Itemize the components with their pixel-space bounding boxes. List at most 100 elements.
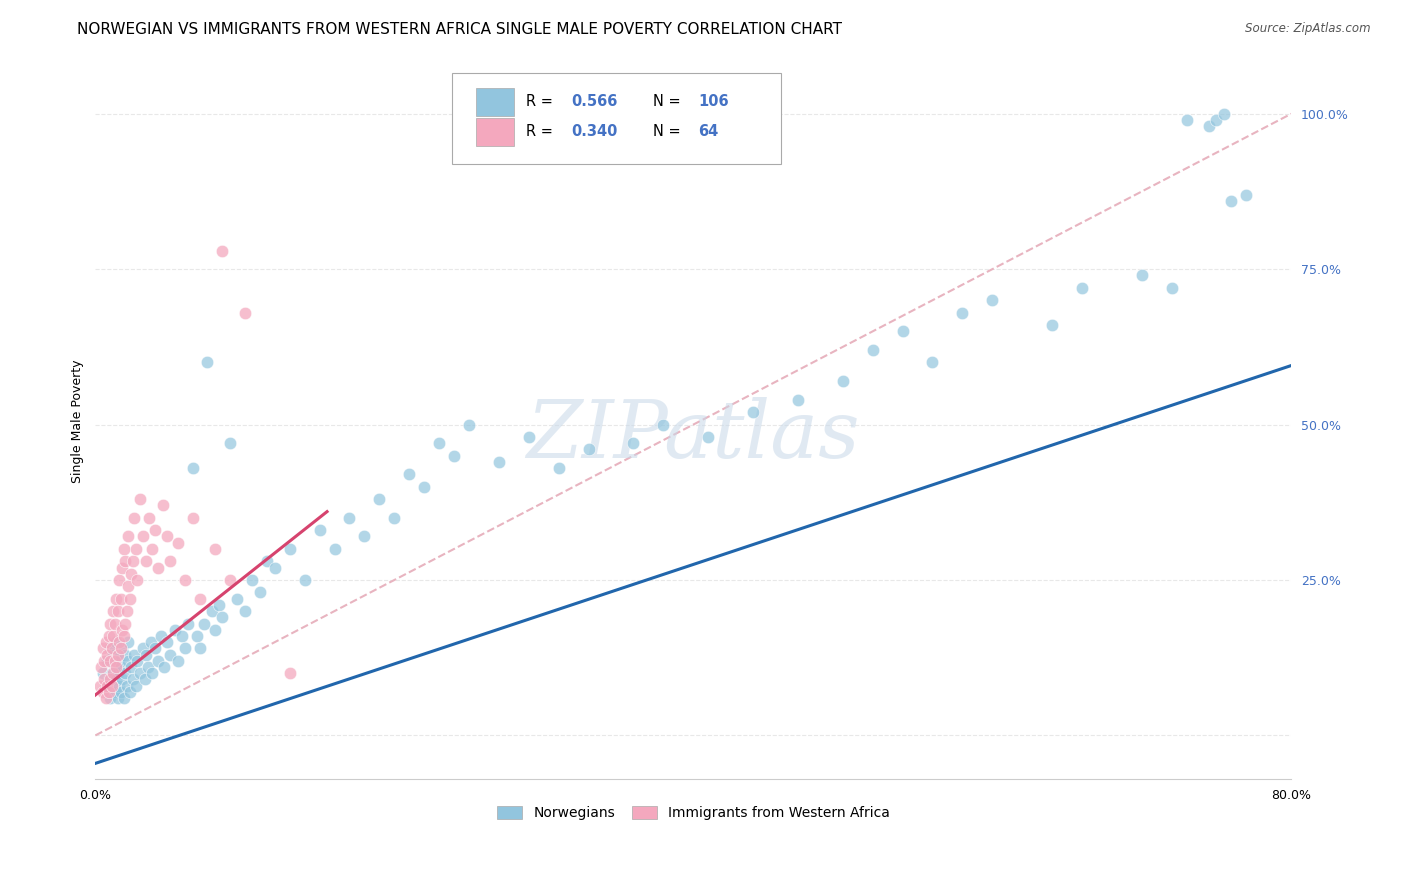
Point [353,529,375,543]
Point [211,244,233,258]
Point [121,673,143,687]
Point [96,654,118,668]
Point [112,541,135,556]
Point [166,535,188,549]
Point [197,355,219,369]
Text: N =: N = [652,125,685,139]
Point [103,679,125,693]
Y-axis label: Single Male Poverty: Single Male Poverty [72,359,84,483]
Point [89,679,111,693]
Point [98,616,121,631]
Point [115,604,138,618]
Point [114,648,136,662]
Point [323,541,346,556]
Text: ZIPatlas: ZIPatlas [526,397,860,475]
Point [132,529,155,543]
Point [129,492,152,507]
Point [127,573,149,587]
Point [122,648,145,662]
Point [862,343,884,357]
Point [1234,187,1257,202]
Point [156,635,179,649]
Point [107,691,129,706]
Point [1130,268,1153,283]
Point [141,541,163,556]
Point [174,573,197,587]
Point [91,666,114,681]
Point [249,585,271,599]
Point [108,635,131,649]
Point [488,455,510,469]
Point [117,579,139,593]
Point [96,648,118,662]
Point [93,654,115,668]
Point [114,616,136,631]
Point [308,523,330,537]
Point [166,654,188,668]
FancyBboxPatch shape [451,72,780,164]
Point [94,691,117,706]
Point [382,511,405,525]
Point [103,629,125,643]
Point [1160,281,1182,295]
Point [111,623,134,637]
Point [98,641,121,656]
Point [105,660,128,674]
Point [339,511,361,525]
Point [742,405,765,419]
Point [107,604,129,618]
Text: N =: N = [652,95,685,110]
Point [135,648,157,662]
Point [136,660,159,674]
Point [93,673,115,687]
Point [517,430,540,444]
Point [146,654,169,668]
Point [204,623,226,637]
Point [105,673,128,687]
Text: 64: 64 [697,125,718,139]
Point [443,449,465,463]
Point [125,541,148,556]
Point [115,679,138,693]
Point [135,554,157,568]
Point [117,635,139,649]
Point [263,560,285,574]
Text: 0.340: 0.340 [571,125,617,139]
Point [156,529,179,543]
Point [1040,318,1063,333]
Point [122,511,145,525]
Point [170,629,193,643]
Point [114,554,136,568]
Point [139,635,162,649]
Point [97,685,120,699]
Point [159,648,181,662]
Point [114,666,136,681]
Point [108,679,131,693]
Point [120,660,142,674]
Point [101,641,124,656]
Point [110,660,132,674]
Point [787,392,810,407]
Point [112,691,135,706]
Point [103,648,125,662]
Point [138,511,160,525]
Point [427,436,450,450]
Text: Source: ZipAtlas.com: Source: ZipAtlas.com [1246,22,1371,36]
Point [111,673,134,687]
Point [105,591,128,606]
FancyBboxPatch shape [475,119,515,145]
Point [181,461,204,475]
Point [921,355,943,369]
Point [193,616,215,631]
Point [96,679,118,693]
Point [458,417,481,432]
Point [153,660,176,674]
Point [981,293,1004,308]
Point [104,660,127,674]
Point [108,654,131,668]
Text: NORWEGIAN VS IMMIGRANTS FROM WESTERN AFRICA SINGLE MALE POVERTY CORRELATION CHAR: NORWEGIAN VS IMMIGRANTS FROM WESTERN AFR… [77,22,842,37]
Legend: Norwegians, Immigrants from Western Africa: Norwegians, Immigrants from Western Afri… [492,800,896,826]
Point [121,554,143,568]
Point [120,566,142,581]
Point [233,604,256,618]
